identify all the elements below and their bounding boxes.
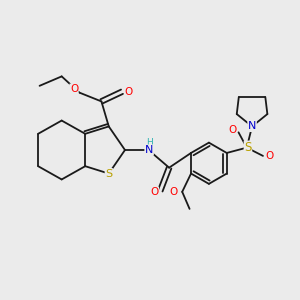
- Text: S: S: [244, 141, 252, 154]
- Text: N: N: [248, 122, 256, 131]
- Text: O: O: [170, 187, 178, 197]
- Text: O: O: [265, 151, 274, 161]
- Text: O: O: [150, 187, 158, 197]
- Text: H: H: [146, 138, 152, 147]
- Text: O: O: [70, 84, 78, 94]
- Text: S: S: [105, 169, 112, 178]
- Text: N: N: [145, 145, 153, 155]
- Text: O: O: [124, 87, 133, 97]
- Text: O: O: [228, 125, 236, 135]
